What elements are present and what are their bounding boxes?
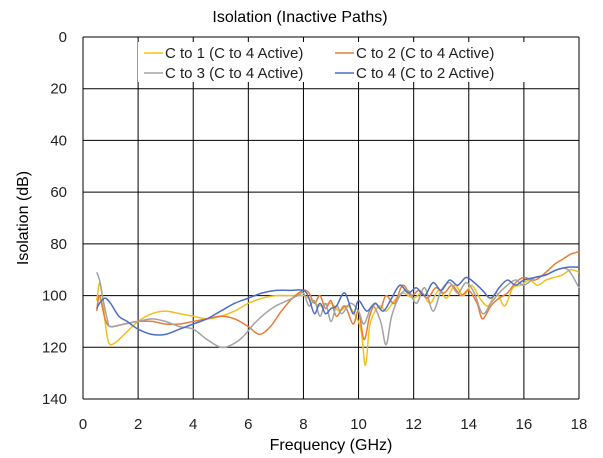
x-tick-label-0: 0 — [79, 416, 87, 433]
tick-labels: 0 2 4 6 8 10 12 14 16 18 0 20 40 60 80 100 120 140 — [42, 29, 587, 433]
y-tick-label-40: 40 — [50, 132, 67, 149]
y-tick-label-20: 20 — [50, 81, 67, 98]
x-tick-label-6: 6 — [244, 416, 252, 433]
x-tick-label-16: 16 — [516, 416, 533, 433]
legend-background — [138, 42, 526, 82]
legend-label-1: C to 1 (C to 4 Active) — [165, 45, 303, 62]
x-tick-label-2: 2 — [134, 416, 142, 433]
x-tick-label-8: 8 — [299, 416, 307, 433]
x-axis-title: Frequency (GHz) — [270, 437, 393, 454]
y-tick-label-140: 140 — [42, 391, 67, 408]
y-tick-label-100: 100 — [42, 288, 67, 305]
y-tick-label-120: 120 — [42, 339, 67, 356]
series-line-1 — [96, 268, 580, 367]
x-tick-label-14: 14 — [460, 416, 477, 433]
y-tick-label-60: 60 — [50, 184, 67, 201]
x-tick-label-4: 4 — [189, 416, 197, 433]
x-tick-label-12: 12 — [405, 416, 422, 433]
legend-label-3: C to 3 (C to 4 Active) — [165, 65, 303, 82]
series-line-3 — [96, 267, 580, 349]
legend-label-2: C to 2 (C to 4 Active) — [356, 45, 494, 62]
grid — [82, 36, 580, 400]
x-tick-label-10: 10 — [350, 416, 367, 433]
y-axis-title: Isolation (dB) — [15, 171, 32, 265]
series-line-4 — [96, 266, 580, 336]
y-tick-label-80: 80 — [50, 236, 67, 253]
legend-label-4: C to 4 (C to 2 Active) — [356, 65, 494, 82]
series-lines — [96, 250, 580, 367]
y-tick-label-0: 0 — [59, 29, 67, 46]
legend: C to 1 (C to 4 Active) C to 2 (C to 4 Act… — [138, 42, 526, 82]
x-tick-label-18: 18 — [571, 416, 588, 433]
chart-title: Isolation (Inactive Paths) — [212, 9, 387, 26]
series-line-2 — [96, 250, 580, 341]
